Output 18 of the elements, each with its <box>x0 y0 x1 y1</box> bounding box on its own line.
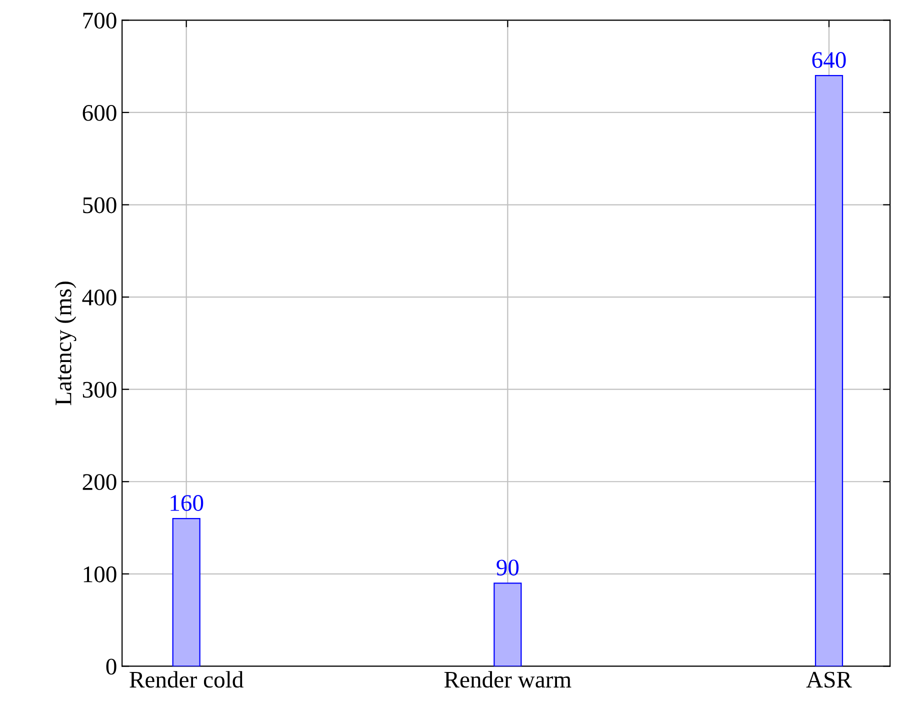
y-tick-label: 700 <box>83 12 116 29</box>
bar <box>814 75 844 666</box>
bar <box>494 582 522 666</box>
y-tick-label: 100 <box>84 566 116 582</box>
data-label: 640 <box>812 52 846 68</box>
x-tick-label: ASR <box>806 672 852 688</box>
y-tick-label: 400 <box>82 290 116 306</box>
data-label: 160 <box>170 495 204 511</box>
y-tick-label: 0 <box>106 658 116 675</box>
x-tick-label: Render warm <box>444 671 572 688</box>
data-label: 90 <box>496 560 519 576</box>
y-tick-label: 300 <box>82 382 116 398</box>
y-tick-label: 500 <box>83 197 116 214</box>
bar <box>172 518 200 666</box>
x-tick-label: Render cold <box>130 671 244 688</box>
y-tick-label: 600 <box>82 104 116 121</box>
y-axis-title: Latency (ms) <box>54 282 76 406</box>
y-tick-label: 200 <box>82 474 116 490</box>
